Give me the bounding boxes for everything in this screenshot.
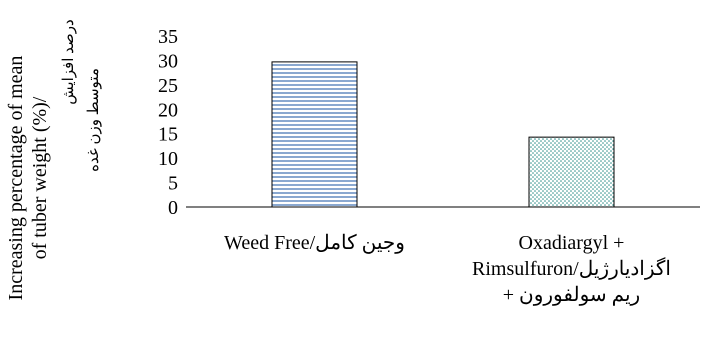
x-category-label-line: Oxadiargyl + xyxy=(518,232,625,254)
y-axis-label-persian-line: درصد افزایش xyxy=(61,19,77,104)
y-tick-label: 15 xyxy=(158,124,178,146)
y-tick-label: 35 xyxy=(158,26,178,48)
y-axis-label-line: of tuber weight (%)/ xyxy=(29,96,51,259)
x-category-label-line: Weed Free/وجین کامل xyxy=(224,232,405,254)
y-tick-label: 20 xyxy=(158,99,178,121)
y-axis-label-line: Increasing percentage of mean xyxy=(5,56,27,301)
y-tick-label: 30 xyxy=(158,50,178,72)
x-category-label: Weed Free/وجین کامل xyxy=(185,230,445,256)
x-category-label-line: Rimsulfuron/اگزادیارژیل xyxy=(472,258,671,280)
bars xyxy=(271,61,615,208)
y-axis-label: Increasing percentage of mean of tuber we… xyxy=(5,19,102,300)
y-tick-label: 0 xyxy=(168,197,178,219)
y-tick-label: 5 xyxy=(168,173,178,195)
bar xyxy=(271,61,358,208)
x-category-label-line: ریم سولفورون + xyxy=(502,284,641,306)
x-category-label: Oxadiargyl + Rimsulfuron/اگزادیارژیل ریم س… xyxy=(442,230,702,308)
bar xyxy=(528,136,615,208)
y-tick-label: 10 xyxy=(158,148,178,170)
y-axis-label-persian-line: متوسط وزن غده xyxy=(86,68,102,172)
y-tick-label: 25 xyxy=(158,75,178,97)
